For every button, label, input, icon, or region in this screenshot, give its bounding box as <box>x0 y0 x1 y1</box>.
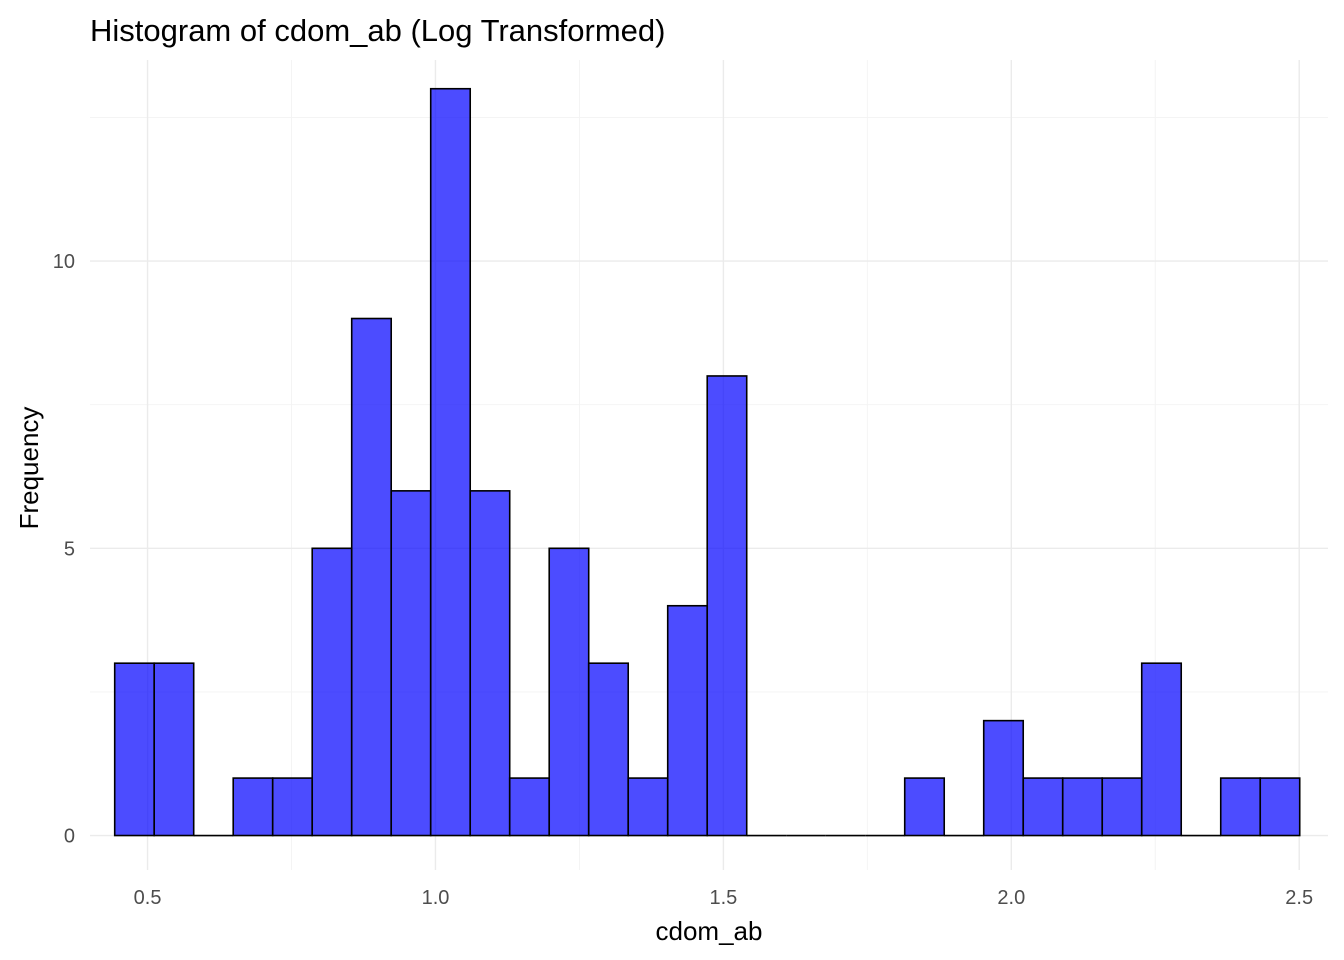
histogram-bar <box>469 490 511 837</box>
histogram-bar <box>1022 777 1064 837</box>
x-tick-label: 2.5 <box>1285 887 1313 909</box>
x-tick-label: 1.0 <box>422 887 450 909</box>
histogram-bar <box>587 662 630 837</box>
y-tick-label: 5 <box>64 538 75 560</box>
x-axis-title: cdom_ab <box>656 916 763 946</box>
x-tick-label: 0.5 <box>134 887 162 909</box>
histogram-bar <box>232 777 274 837</box>
histogram-bar <box>1140 662 1183 837</box>
histogram-bar <box>627 777 669 837</box>
histogram-bar <box>271 777 314 837</box>
histogram-bar <box>390 490 432 837</box>
histogram-bars <box>113 87 1301 837</box>
histogram-bar <box>113 662 156 837</box>
x-tick-label: 1.5 <box>709 887 737 909</box>
histogram-bar <box>311 547 353 837</box>
y-tick-label: 10 <box>53 251 75 273</box>
histogram-bar <box>508 777 551 837</box>
histogram-bar <box>1219 777 1262 837</box>
histogram-bar <box>706 375 748 837</box>
histogram-bar <box>1061 777 1104 837</box>
histogram-bar <box>429 87 472 837</box>
histogram-bar <box>903 777 946 837</box>
x-tick-label: 2.0 <box>997 887 1025 909</box>
axis-ticks: 0.5 1.0 1.5 2.0 2.5 0 5 10 <box>53 251 1313 909</box>
y-axis-title: Frequency <box>14 407 44 530</box>
y-tick-label: 0 <box>64 826 75 848</box>
histogram-bar <box>350 317 393 837</box>
histogram-bar <box>548 547 590 837</box>
histogram-bar <box>666 604 709 837</box>
chart-title: Histogram of cdom_ab (Log Transformed) <box>90 13 665 48</box>
histogram-bar <box>1259 777 1301 837</box>
histogram-bar <box>1101 777 1143 837</box>
histogram-bar <box>982 719 1025 837</box>
histogram-bar <box>153 662 195 837</box>
